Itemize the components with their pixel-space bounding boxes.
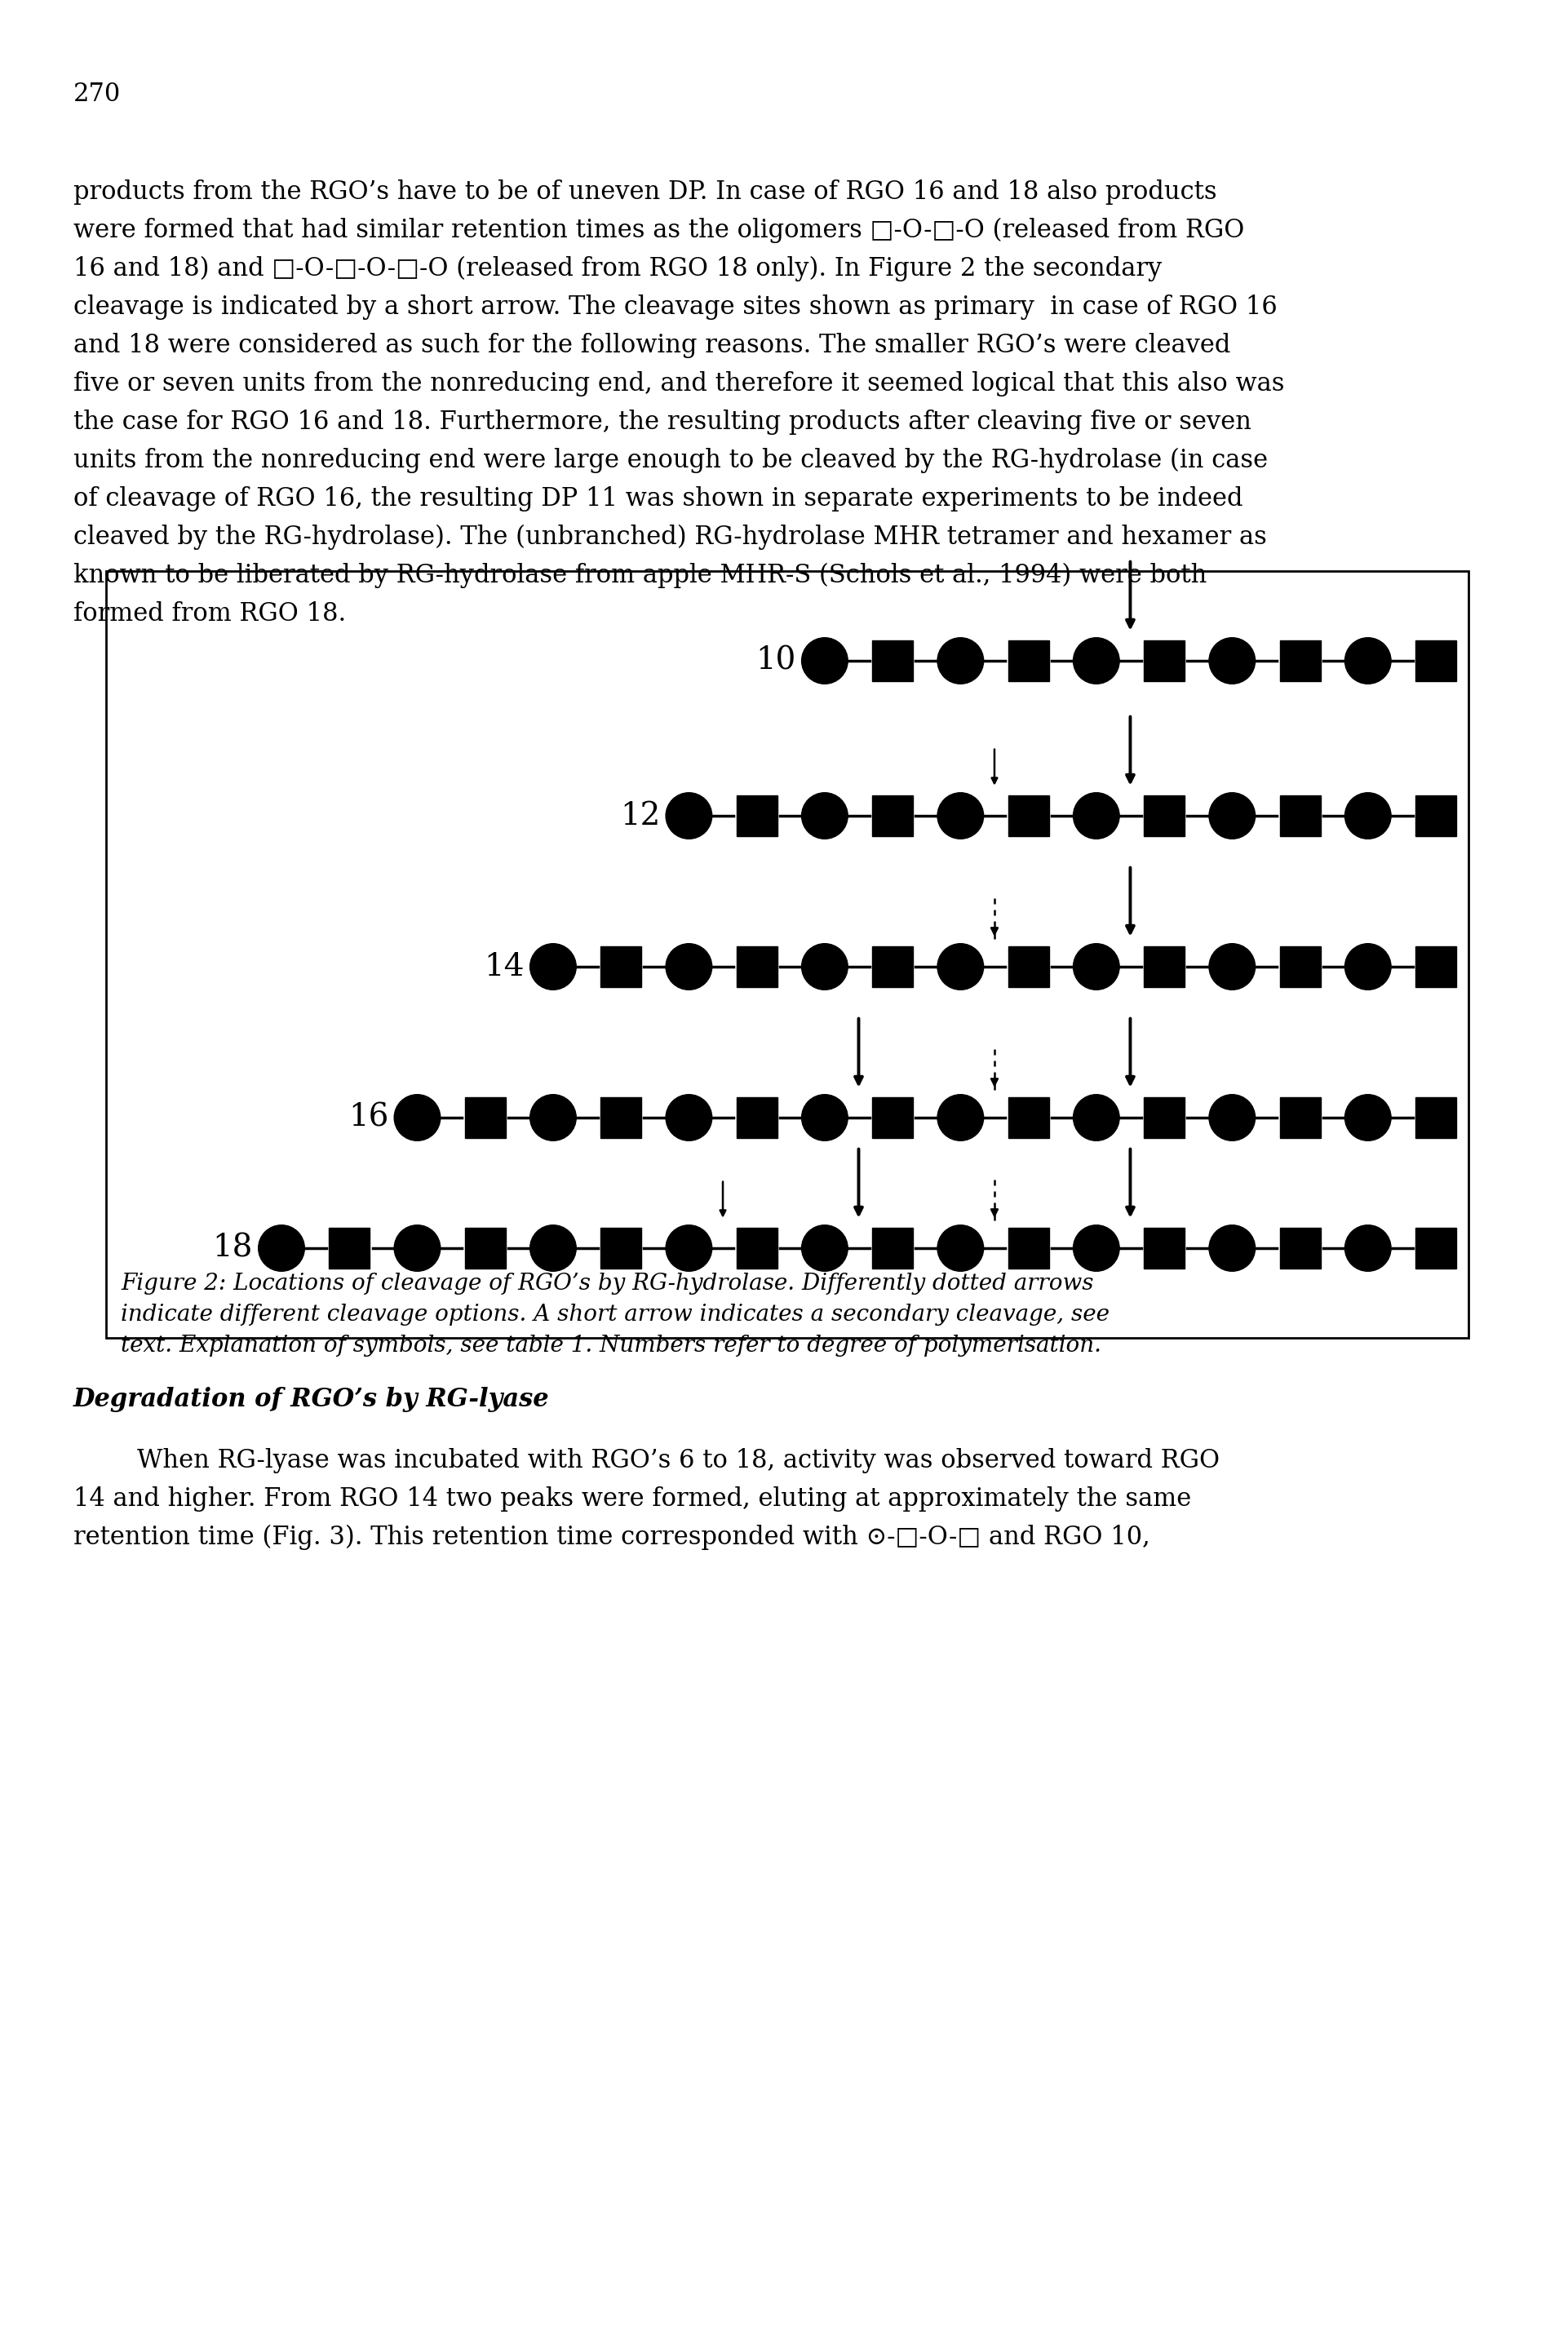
Bar	[1008, 1228, 1049, 1269]
Bar	[107, 572, 1469, 1337]
Text: formed from RGO 18.: formed from RGO 18.	[74, 602, 347, 625]
Bar	[872, 1097, 913, 1137]
Circle shape	[1345, 1095, 1391, 1142]
Circle shape	[1345, 1225, 1391, 1272]
Circle shape	[801, 1225, 848, 1272]
Bar	[737, 1097, 778, 1137]
Bar	[1416, 639, 1457, 681]
Bar	[1143, 1097, 1184, 1137]
Bar	[464, 1097, 505, 1137]
Circle shape	[530, 1095, 575, 1142]
Circle shape	[1073, 944, 1120, 990]
Text: units from the nonreducing end were large enough to be cleaved by the RG-hydrola: units from the nonreducing end were larg…	[74, 449, 1269, 474]
Text: were formed that had similar retention times as the oligomers □-O-□-O (released : were formed that had similar retention t…	[74, 219, 1245, 244]
Bar	[737, 795, 778, 837]
Text: text. Explanation of symbols, see table 1. Numbers refer to degree of polymerisa: text. Explanation of symbols, see table …	[121, 1335, 1101, 1358]
Bar	[872, 795, 913, 837]
Circle shape	[1073, 1095, 1120, 1142]
Bar	[1143, 795, 1184, 837]
Bar	[1416, 946, 1457, 988]
Circle shape	[1209, 1225, 1256, 1272]
Bar	[464, 1228, 505, 1269]
Text: 14: 14	[485, 951, 525, 981]
Text: of cleavage of RGO 16, the resulting DP 11 was shown in separate experiments to : of cleavage of RGO 16, the resulting DP …	[74, 486, 1243, 512]
Circle shape	[1073, 793, 1120, 839]
Circle shape	[938, 637, 983, 684]
Text: products from the RGO’s have to be of uneven DP. In case of RGO 16 and 18 also p: products from the RGO’s have to be of un…	[74, 179, 1217, 205]
Bar	[1008, 795, 1049, 837]
Text: known to be liberated by RG-hydrolase from apple MHR-S (Schols et al., 1994) wer: known to be liberated by RG-hydrolase fr…	[74, 563, 1207, 588]
Bar	[872, 1228, 913, 1269]
Text: When RG-lyase was incubated with RGO’s 6 to 18, activity was observed toward RGO: When RG-lyase was incubated with RGO’s 6…	[74, 1448, 1220, 1474]
Bar	[601, 1097, 641, 1137]
Bar	[1279, 639, 1320, 681]
Text: 16 and 18) and □-O-□-O-□-O (released from RGO 18 only). In Figure 2 the secondar: 16 and 18) and □-O-□-O-□-O (released fro…	[74, 256, 1162, 281]
Circle shape	[1209, 1095, 1256, 1142]
Circle shape	[801, 944, 848, 990]
Circle shape	[394, 1095, 441, 1142]
Text: cleaved by the RG-hydrolase). The (unbranched) RG-hydrolase MHR tetramer and hex: cleaved by the RG-hydrolase). The (unbra…	[74, 525, 1267, 551]
Circle shape	[666, 944, 712, 990]
Circle shape	[666, 1095, 712, 1142]
Circle shape	[530, 1225, 575, 1272]
Bar	[1008, 639, 1049, 681]
Bar	[1143, 946, 1184, 988]
Circle shape	[1209, 637, 1256, 684]
Text: retention time (Fig. 3). This retention time corresponded with ⊙-□-O-□ and RGO 1: retention time (Fig. 3). This retention …	[74, 1525, 1149, 1551]
Circle shape	[666, 793, 712, 839]
Bar	[737, 946, 778, 988]
Circle shape	[938, 1225, 983, 1272]
Circle shape	[938, 1095, 983, 1142]
Circle shape	[1209, 944, 1256, 990]
Circle shape	[1073, 1225, 1120, 1272]
Bar	[1279, 1097, 1320, 1137]
Circle shape	[801, 1095, 848, 1142]
Circle shape	[1345, 793, 1391, 839]
Circle shape	[801, 793, 848, 839]
Text: indicate different cleavage options. A short arrow indicates a secondary cleavag: indicate different cleavage options. A s…	[121, 1304, 1110, 1325]
Text: five or seven units from the nonreducing end, and therefore it seemed logical th: five or seven units from the nonreducing…	[74, 372, 1284, 398]
Bar	[601, 1228, 641, 1269]
Bar	[1279, 1228, 1320, 1269]
Bar	[872, 946, 913, 988]
Bar	[1143, 639, 1184, 681]
Bar	[1416, 1097, 1457, 1137]
Text: cleavage is indicated by a short arrow. The cleavage sites shown as primary  in : cleavage is indicated by a short arrow. …	[74, 295, 1278, 321]
Bar	[1416, 795, 1457, 837]
Circle shape	[394, 1225, 441, 1272]
Text: 18: 18	[213, 1232, 252, 1262]
Text: the case for RGO 16 and 18. Furthermore, the resulting products after cleaving f: the case for RGO 16 and 18. Furthermore,…	[74, 409, 1251, 435]
Bar	[1279, 946, 1320, 988]
Text: 10: 10	[756, 646, 797, 677]
Text: 16: 16	[348, 1102, 389, 1132]
Text: and 18 were considered as such for the following reasons. The smaller RGO’s were: and 18 were considered as such for the f…	[74, 332, 1231, 358]
Circle shape	[259, 1225, 304, 1272]
Circle shape	[801, 637, 848, 684]
Circle shape	[938, 944, 983, 990]
Bar	[1279, 795, 1320, 837]
Text: Degradation of RGO’s by RG-lyase: Degradation of RGO’s by RG-lyase	[74, 1386, 549, 1411]
Bar	[872, 639, 913, 681]
Bar	[329, 1228, 370, 1269]
Circle shape	[666, 1225, 712, 1272]
Circle shape	[1209, 793, 1256, 839]
Bar	[1416, 1228, 1457, 1269]
Bar	[737, 1228, 778, 1269]
Text: Figure 2: Locations of cleavage of RGO’s by RG-hydrolase. Differently dotted arr: Figure 2: Locations of cleavage of RGO’s…	[121, 1272, 1093, 1295]
Bar	[1008, 1097, 1049, 1137]
Circle shape	[1345, 944, 1391, 990]
Bar	[1143, 1228, 1184, 1269]
Circle shape	[1073, 637, 1120, 684]
Text: 12: 12	[619, 800, 660, 830]
Text: 270: 270	[74, 81, 121, 107]
Bar	[601, 946, 641, 988]
Circle shape	[530, 944, 575, 990]
Circle shape	[1345, 637, 1391, 684]
Bar	[1008, 946, 1049, 988]
Text: 14 and higher. From RGO 14 two peaks were formed, eluting at approximately the s: 14 and higher. From RGO 14 two peaks wer…	[74, 1486, 1192, 1511]
Circle shape	[938, 793, 983, 839]
